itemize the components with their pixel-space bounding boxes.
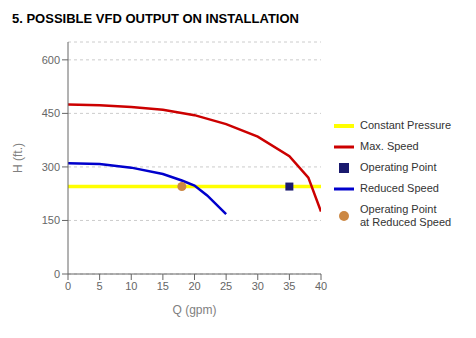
svg-text:450: 450 <box>42 107 60 119</box>
svg-text:30: 30 <box>252 280 264 292</box>
svg-text:H (ft.): H (ft.) <box>11 143 25 173</box>
svg-text:25: 25 <box>220 280 232 292</box>
html-text:Operating Point: Operating Point <box>360 203 437 215</box>
svg-text:150: 150 <box>42 214 60 226</box>
html-text:Max. Speed: Max. Speed <box>360 140 419 152</box>
html-text:Operating Point: Operating Point <box>360 161 437 173</box>
html-text:Reduced Speed: Reduced Speed <box>360 182 439 194</box>
svg-text:300: 300 <box>42 161 60 173</box>
html-text:5. POSSIBLE VFD OUTPUT ON INST: 5. POSSIBLE VFD OUTPUT ON INSTALLATION <box>12 11 299 26</box>
html-text:Constant Pressure: Constant Pressure <box>360 119 452 131</box>
svg-text:0: 0 <box>54 268 60 280</box>
svg-text:35: 35 <box>283 280 295 292</box>
svg-text:5: 5 <box>97 280 103 292</box>
svg-text:0: 0 <box>65 280 71 292</box>
svg-text:15: 15 <box>157 280 169 292</box>
svg-text:Q (gpm): Q (gpm) <box>172 303 216 317</box>
svg-text:40: 40 <box>315 280 327 292</box>
svg-text:20: 20 <box>188 280 200 292</box>
html-text:at Reduced Speed: at Reduced Speed <box>360 216 452 228</box>
svg-text:10: 10 <box>125 280 137 292</box>
svg-text:600: 600 <box>42 54 60 66</box>
